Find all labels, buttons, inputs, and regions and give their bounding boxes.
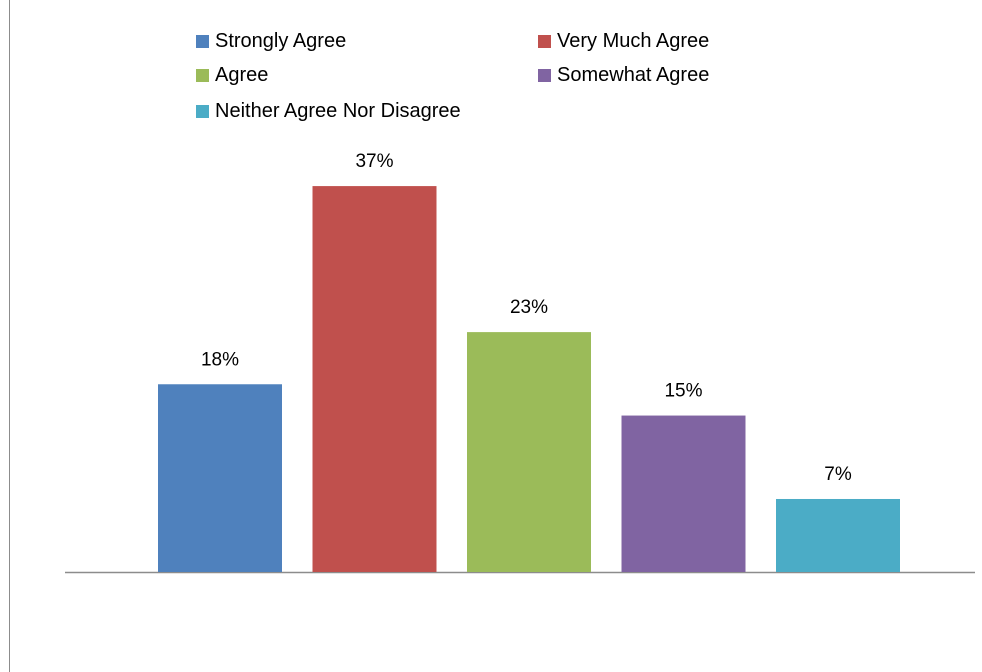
bar-very-much-agree [312, 186, 437, 572]
bar-agree [467, 332, 591, 572]
legend-swatch-neither [196, 105, 209, 118]
legend-label-very-much-agree: Very Much Agree [557, 30, 710, 52]
legend-swatch-very-much-agree [538, 35, 551, 48]
legend-item-somewhat-agree: Somewhat Agree [538, 64, 709, 87]
chart-border-left [9, 0, 10, 672]
legend-item-neither-agree-nor-disagree: Neither Agree Nor Disagree [196, 100, 461, 123]
legend-swatch-agree [196, 69, 209, 82]
data-label-somewhat-agree: 15% [664, 381, 702, 402]
bar-neither-agree-nor-disagree [776, 498, 900, 572]
legend-item-strongly-agree: Strongly Agree [196, 30, 346, 53]
legend-label-agree: Agree [215, 64, 269, 86]
legend-item-agree: Agree [196, 64, 268, 87]
legend-label-somewhat-agree: Somewhat Agree [557, 64, 710, 86]
legend-swatch-somewhat-agree [538, 69, 551, 82]
bar-somewhat-agree [621, 415, 746, 572]
legend-label-strongly-agree: Strongly Agree [215, 30, 347, 52]
data-label-agree: 23% [510, 297, 548, 318]
legend-label-neither: Neither Agree Nor Disagree [215, 100, 461, 122]
bar-strongly-agree [158, 384, 282, 572]
legend-item-very-much-agree: Very Much Agree [538, 30, 709, 53]
data-label-neither-agree-nor-disagree: 7% [824, 464, 852, 485]
data-label-very-much-agree: 37% [355, 151, 393, 172]
data-label-strongly-agree: 18% [201, 349, 239, 370]
legend-swatch-strongly-agree [196, 35, 209, 48]
